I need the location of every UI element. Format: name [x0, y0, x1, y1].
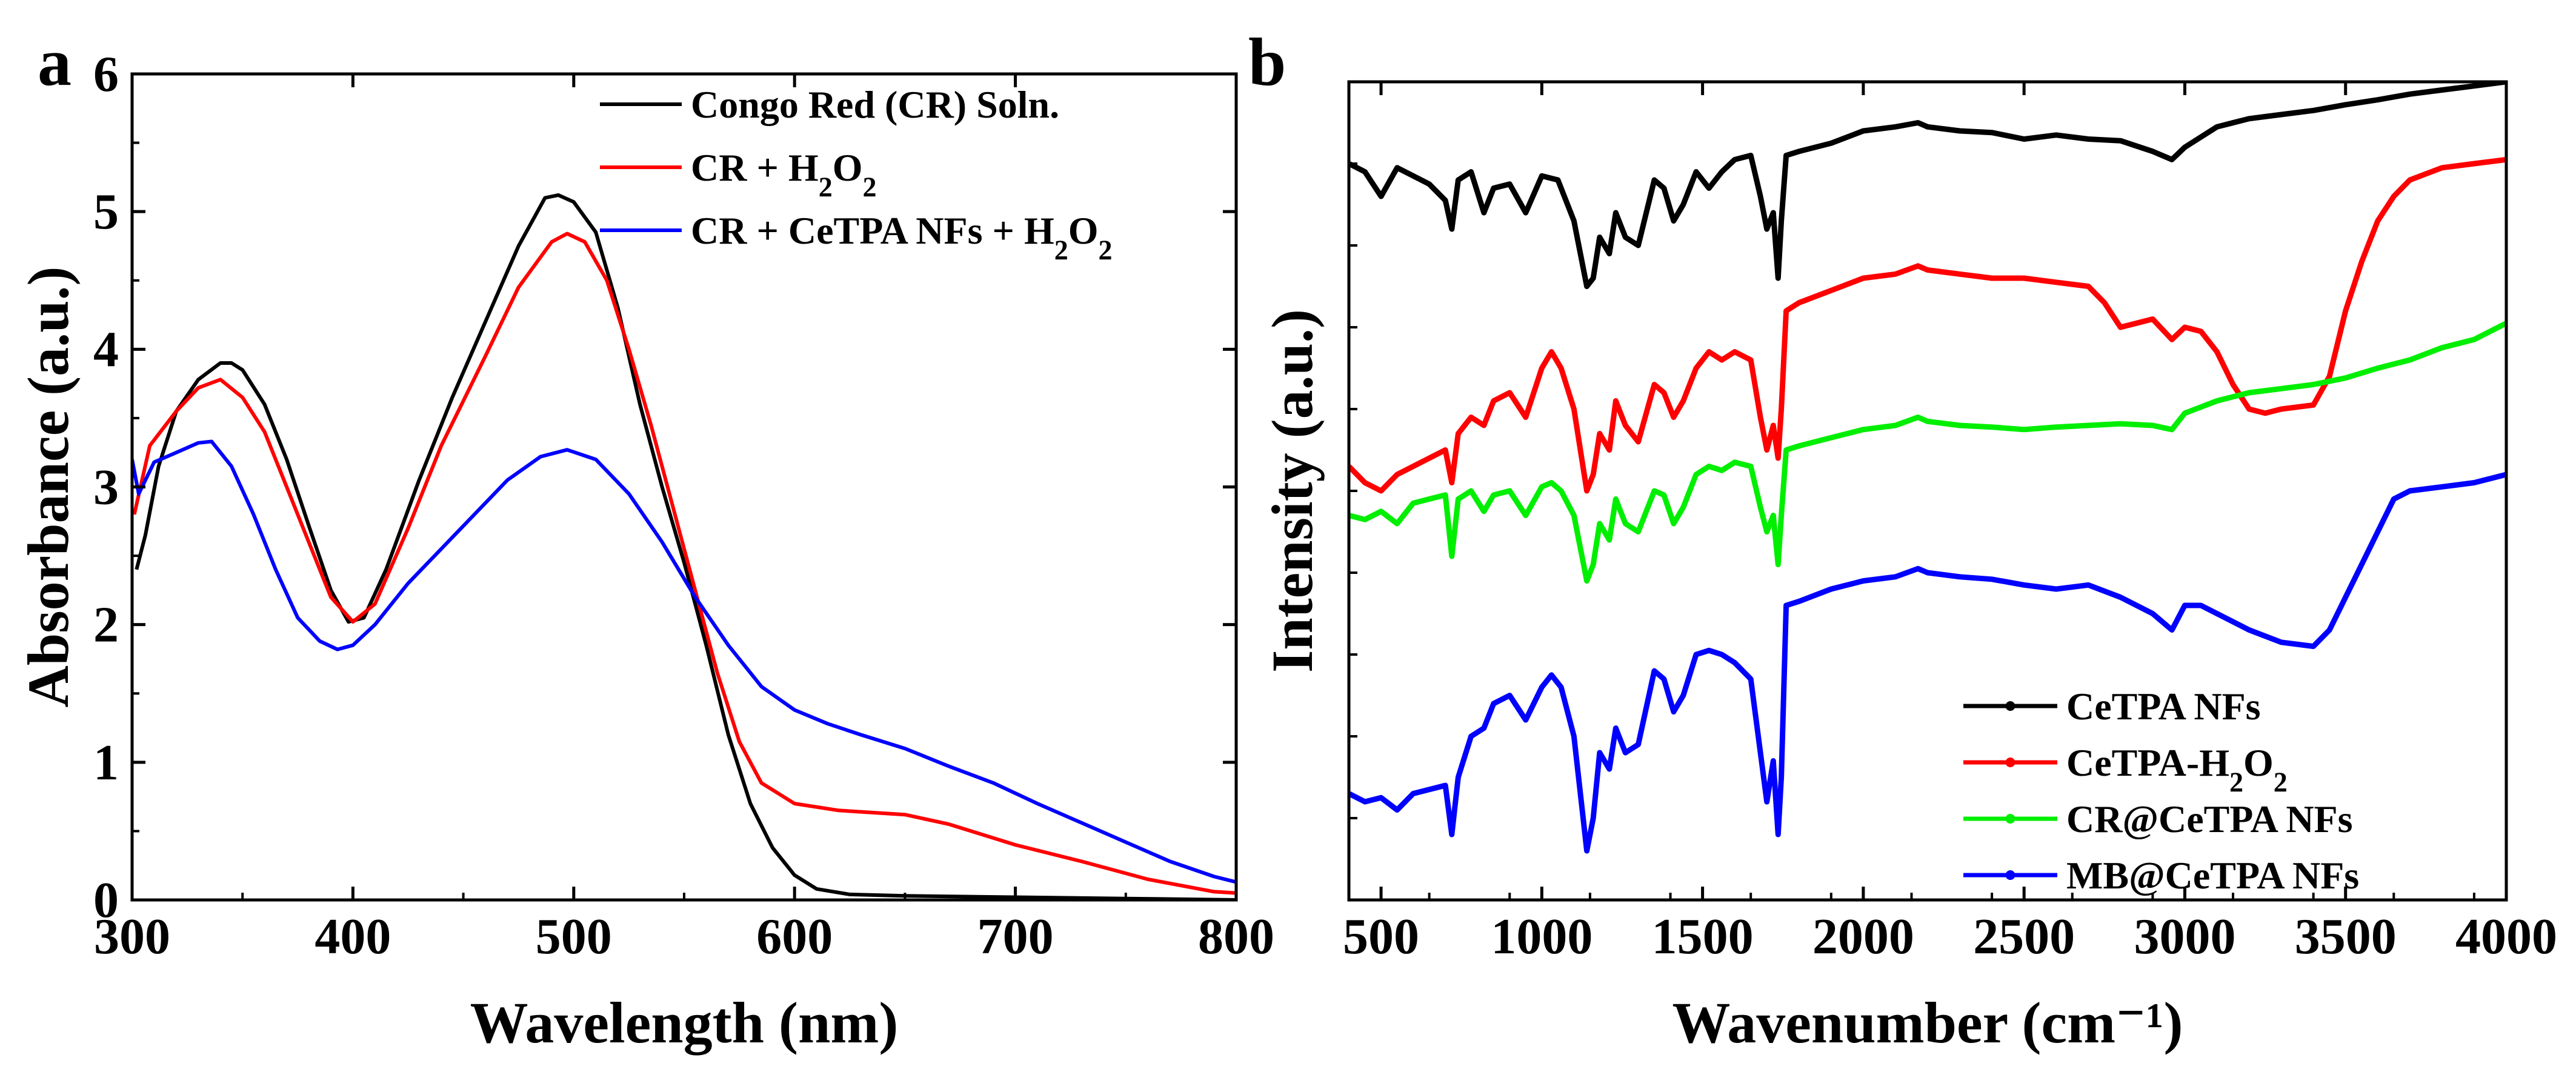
x-tick-label: 1000 — [1491, 908, 1593, 965]
legend-label-part: 2 — [2229, 767, 2243, 798]
legend-marker — [2005, 758, 2015, 767]
x-tick-label: 2000 — [1812, 908, 1914, 965]
legend-label: Congo Red (CR) Soln. — [691, 83, 1059, 126]
series-line-2 — [1349, 156, 2506, 494]
chart-panel-a: 300 400 500 600 700 800 0 1 2 3 4 5 6 Wavelength (nm)… — [16, 25, 1274, 1055]
panel-letter: a — [38, 25, 72, 100]
y-tick-label: 0 — [93, 872, 119, 928]
chart-panel-b: 500 1000 1500 2000 2500 3000 3500 4000 Wavenumbe… — [1248, 25, 2557, 1055]
x-tick-label: 800 — [1198, 908, 1274, 965]
legend-label-part: MB@CeTPA NFs — [2066, 854, 2359, 897]
legend-label-part: O — [1068, 209, 1099, 252]
y-tick-label: 5 — [93, 184, 119, 240]
legend-label-part: CeTPA NFs — [2066, 685, 2261, 728]
legend-marker — [2005, 870, 2015, 880]
series-line-1 — [1349, 82, 2506, 289]
series-line-4 — [1349, 471, 2506, 854]
series-line-1 — [135, 193, 1236, 900]
legend-marker — [2005, 814, 2015, 824]
x-tick-label: 2500 — [1973, 908, 2075, 965]
y-axis-title: Intensity (a.u.) — [1260, 309, 1325, 673]
y-tick-label: 3 — [93, 459, 119, 516]
legend-label-part: CR + CeTPA NFs + H — [691, 209, 1054, 252]
x-tick-label: 500 — [536, 908, 612, 965]
x-tick-label: 500 — [1343, 908, 1419, 965]
y-tick-label: 1 — [93, 735, 119, 791]
x-tick-label: 4000 — [2455, 908, 2557, 965]
legend-label-part: O — [2243, 741, 2274, 784]
x-axis-title: Wavenumber (cm⁻¹) — [1672, 990, 2183, 1055]
legend-label-part: CeTPA-H — [2066, 741, 2229, 784]
x-tick-label: 300 — [94, 908, 170, 965]
legend-label: CeTPA-H2O2 — [2066, 741, 2288, 798]
y-tick-label: 6 — [93, 46, 119, 102]
x-tick-label: 1500 — [1652, 908, 1754, 965]
x-tick-label: 3000 — [2134, 908, 2235, 965]
legend-label-part: Congo Red (CR) Soln. — [691, 83, 1059, 126]
legend-label: MB@CeTPA NFs — [2066, 854, 2359, 897]
x-tick-label: 600 — [756, 908, 833, 965]
legend-label: CR + H2O2 — [691, 146, 877, 202]
y-axis-title: Absorbance (a.u.) — [16, 266, 81, 707]
legend-label: CR + CeTPA NFs + H2O2 — [691, 209, 1113, 265]
series-line-3 — [132, 439, 1236, 884]
legend-marker — [2005, 701, 2015, 711]
legend-label-part: 2 — [1099, 235, 1113, 265]
y-tick-label: 2 — [93, 597, 119, 653]
legend-label-part: 2 — [819, 172, 833, 202]
y-tick-label: 4 — [93, 321, 119, 378]
legend-label-part: 2 — [1054, 235, 1068, 265]
legend-label-part: 2 — [2274, 767, 2288, 798]
legend-label: CR@CeTPA NFs — [2066, 798, 2353, 841]
series-line-3 — [1349, 321, 2506, 584]
x-tick-label: 3500 — [2295, 908, 2397, 965]
legend-label: CeTPA NFs — [2066, 685, 2261, 728]
legend-label-part: CR + H — [691, 146, 819, 189]
x-tick-label: 400 — [315, 908, 391, 965]
x-tick-label: 700 — [977, 908, 1054, 965]
legend-label-part: CR@CeTPA NFs — [2066, 798, 2353, 841]
legend-label-part: 2 — [863, 172, 877, 202]
panel-letter: b — [1248, 25, 1286, 100]
x-axis-title: Wavelength (nm) — [470, 990, 899, 1055]
legend-label-part: O — [833, 146, 863, 189]
series-line-2 — [132, 232, 1236, 895]
